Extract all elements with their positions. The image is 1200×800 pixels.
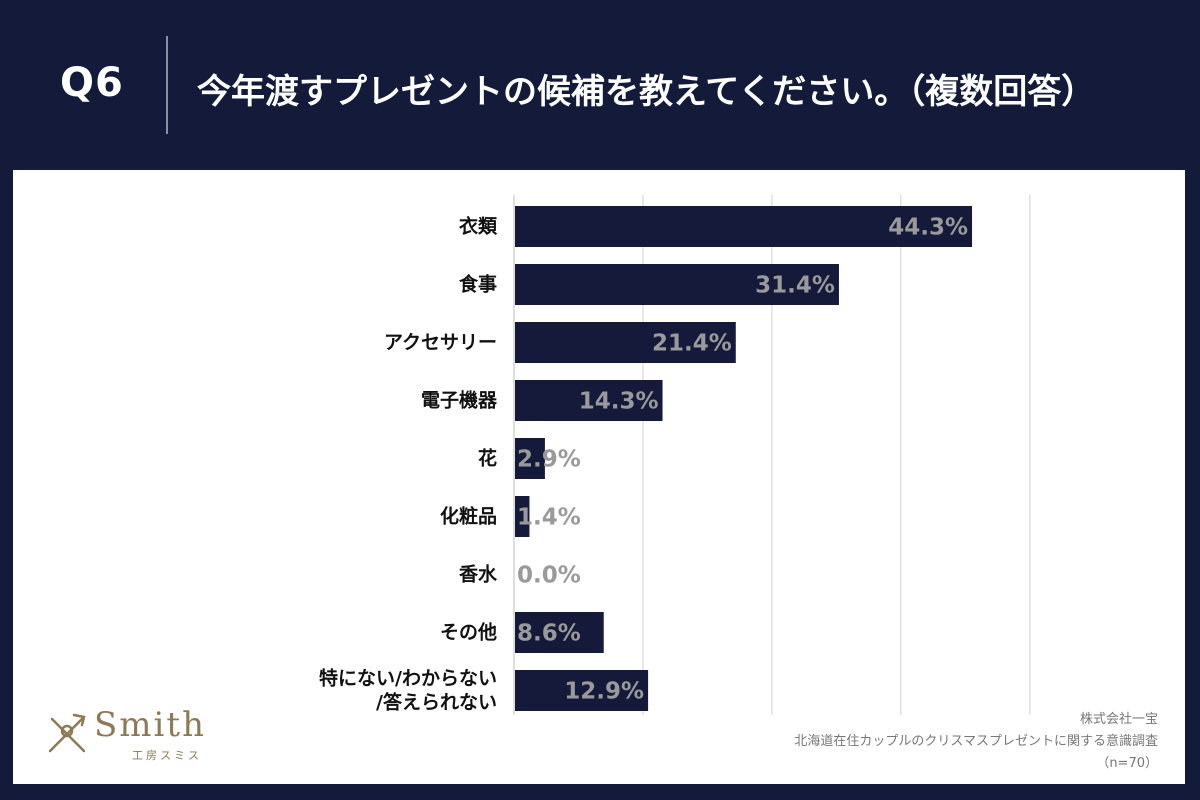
- category-label-3: 電子機器: [421, 389, 498, 412]
- value-label-2: 21.4%: [652, 331, 732, 357]
- source-survey: 北海道在住カップルのクリスマスプレゼントに関する意識調査: [794, 734, 1158, 749]
- category-label-0: 衣類: [459, 215, 498, 238]
- bar-2: [515, 322, 736, 363]
- value-label-3: 14.3%: [579, 389, 659, 415]
- category-label-7: その他: [440, 621, 497, 644]
- bar-8: [515, 670, 649, 711]
- value-label-0: 44.3%: [888, 215, 968, 241]
- bar-0: [515, 206, 973, 247]
- logo-wordmark: Smith: [94, 705, 206, 745]
- smith-logo: Smith 工房スミス: [44, 705, 234, 775]
- bar-4: [515, 438, 545, 479]
- bar-1: [515, 264, 839, 305]
- category-label-1: 食事: [459, 273, 497, 296]
- bar-5: [515, 496, 530, 537]
- category-label-5: 化粧品: [440, 505, 497, 528]
- value-label-7: 8.6%: [517, 621, 581, 647]
- category-label-8: 特にない/わからない/答えられない: [319, 668, 497, 714]
- bar-3: [515, 380, 663, 421]
- category-label-2: アクセサリー: [384, 332, 497, 354]
- value-label-1: 31.4%: [755, 273, 835, 299]
- header-divider: [166, 36, 168, 134]
- crossed-tools-icon: [48, 713, 86, 753]
- bar-chart: 44.3% 衣類 31.4% 食事 21.4% アクセサリー 14.3% 電子機器 2.9% 花 1…: [319, 195, 1031, 715]
- source-sample-size: （n=70）: [1096, 756, 1158, 771]
- value-label-6: 0.0%: [517, 563, 581, 589]
- category-label-4: 花: [478, 447, 497, 470]
- value-label-8: 12.9%: [564, 679, 644, 705]
- header: Q6 今年渡すプレゼントの候補を教えてください。（複数回答）: [0, 0, 1200, 170]
- logo-subtitle: 工房スミス: [132, 749, 202, 762]
- chart-panel: 44.3% 衣類 31.4% 食事 21.4% アクセサリー 14.3% 電子機器 2.9% 花 1…: [13, 170, 1185, 784]
- source-note: 株式会社一宝 北海道在住カップルのクリスマスプレゼントに関する意識調査 （n=7…: [794, 709, 1158, 775]
- source-company: 株式会社一宝: [1079, 712, 1158, 727]
- bar-7: [515, 612, 604, 653]
- question-title: 今年渡すプレゼントの候補を教えてください。（複数回答）: [197, 72, 1096, 112]
- question-number: Q6: [60, 60, 124, 106]
- category-label-6: 香水: [458, 564, 498, 586]
- value-label-5: 1.4%: [517, 505, 581, 531]
- value-label-4: 2.9%: [517, 447, 581, 473]
